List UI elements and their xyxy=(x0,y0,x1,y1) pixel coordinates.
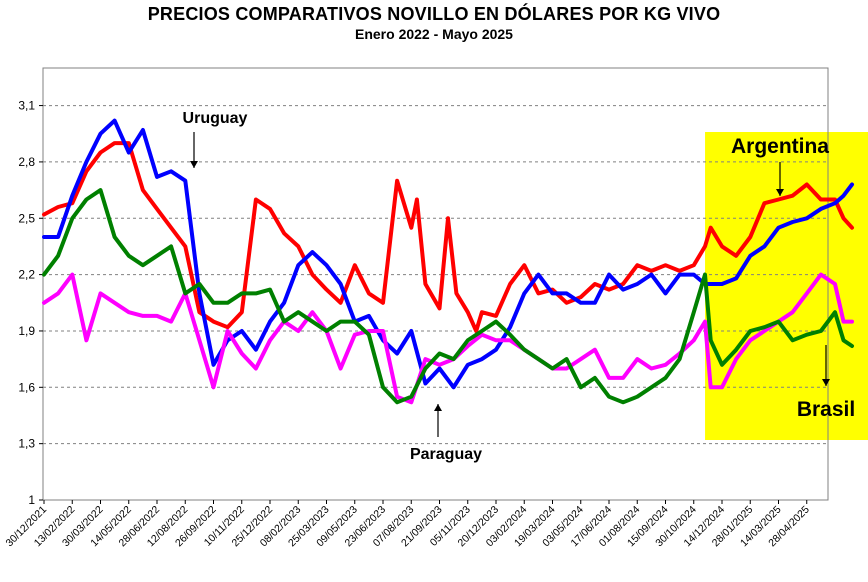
arrow-head-icon xyxy=(822,379,830,386)
arrow-head-icon xyxy=(776,189,784,196)
annotation-paraguay: Paraguay xyxy=(410,404,482,463)
y-tick-label: 2,5 xyxy=(18,211,35,225)
y-tick-label: 1,6 xyxy=(18,380,35,394)
y-tick-label: 1 xyxy=(28,493,35,507)
annotation-label: Brasil xyxy=(797,398,855,421)
annotation-label: Argentina xyxy=(731,135,829,158)
y-tick-label: 2,2 xyxy=(18,268,35,282)
y-tick-label: 2,8 xyxy=(18,155,35,169)
arrow-head-icon xyxy=(434,404,442,411)
plot-area xyxy=(42,67,829,501)
y-tick-label: 1,9 xyxy=(18,324,35,338)
annotation-label: Paraguay xyxy=(410,446,482,463)
annotation-brasil: Brasil xyxy=(797,345,855,421)
annotation-argentina: Argentina xyxy=(731,135,829,196)
y-tick-label: 1,3 xyxy=(18,437,35,451)
annotation-label: Uruguay xyxy=(183,110,248,127)
series-line-uruguay xyxy=(42,118,854,390)
arrow-head-icon xyxy=(190,161,198,168)
series-line-brasil xyxy=(42,188,854,405)
chart-title: PRECIOS COMPARATIVOS NOVILLO EN DÓLARES … xyxy=(147,4,721,24)
chart-subtitle: Enero 2022 - Mayo 2025 xyxy=(355,26,513,42)
highlight-band xyxy=(705,132,868,440)
series-line-argentina xyxy=(42,141,854,333)
annotation-uruguay: Uruguay xyxy=(183,110,248,168)
y-tick-label: 3,1 xyxy=(18,99,35,113)
